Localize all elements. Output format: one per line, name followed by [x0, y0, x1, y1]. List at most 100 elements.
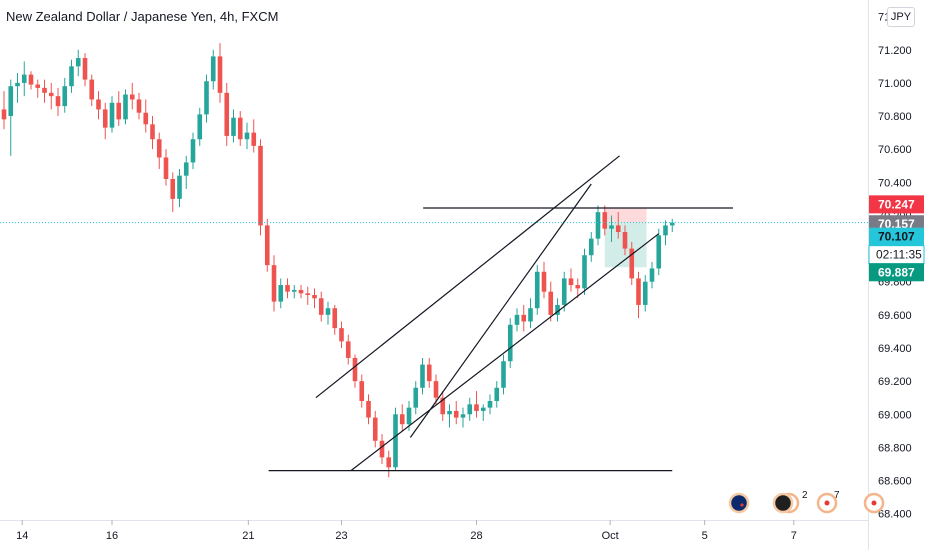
- candle[interactable]: [514, 308, 520, 332]
- candle[interactable]: [89, 74, 95, 107]
- candle[interactable]: [487, 394, 493, 415]
- candle[interactable]: [345, 334, 351, 365]
- candle[interactable]: [177, 169, 182, 208]
- candle[interactable]: [393, 407, 398, 471]
- candle[interactable]: [669, 218, 675, 233]
- candle[interactable]: [595, 205, 601, 246]
- candle[interactable]: [48, 82, 54, 110]
- candle[interactable]: [8, 79, 14, 156]
- candle[interactable]: [602, 205, 608, 236]
- candle[interactable]: [507, 318, 513, 368]
- candle[interactable]: [217, 43, 223, 103]
- candle[interactable]: [251, 119, 257, 153]
- candle[interactable]: [285, 278, 290, 299]
- candle[interactable]: [318, 291, 324, 322]
- channel-upper-line[interactable]: [315, 155, 620, 399]
- candle[interactable]: [82, 53, 88, 87]
- candle[interactable]: [325, 301, 331, 325]
- candle[interactable]: [244, 122, 250, 150]
- candle[interactable]: [359, 374, 365, 408]
- candle[interactable]: [426, 357, 432, 388]
- candle[interactable]: [170, 172, 176, 213]
- candle[interactable]: [305, 286, 311, 305]
- candle[interactable]: [453, 401, 459, 425]
- candle[interactable]: [312, 288, 317, 309]
- candle[interactable]: [413, 381, 419, 415]
- candle[interactable]: [663, 220, 668, 246]
- candle[interactable]: [291, 285, 297, 299]
- candle[interactable]: [1, 91, 7, 130]
- candle[interactable]: [561, 271, 567, 312]
- candle[interactable]: [224, 82, 230, 146]
- candle[interactable]: [366, 394, 371, 425]
- candle[interactable]: [69, 59, 74, 93]
- candle[interactable]: [21, 61, 27, 97]
- event-marker-nzd[interactable]: [728, 492, 750, 514]
- candle[interactable]: [615, 212, 621, 239]
- candle[interactable]: [298, 285, 304, 299]
- candle[interactable]: [474, 391, 479, 418]
- candle[interactable]: [372, 410, 378, 448]
- candle[interactable]: [271, 255, 277, 312]
- candle[interactable]: [609, 215, 614, 242]
- event-marker-group-1[interactable]: 2: [772, 490, 808, 514]
- candle[interactable]: [480, 404, 486, 421]
- candle[interactable]: [62, 77, 68, 113]
- candle[interactable]: [467, 397, 473, 421]
- candle[interactable]: [102, 102, 108, 140]
- candle[interactable]: [642, 275, 648, 312]
- candle[interactable]: [582, 248, 587, 295]
- candle[interactable]: [42, 79, 47, 103]
- candle[interactable]: [190, 132, 196, 170]
- steep-upper-line[interactable]: [409, 183, 592, 438]
- candle[interactable]: [575, 278, 581, 299]
- candle[interactable]: [521, 304, 527, 332]
- candle[interactable]: [197, 107, 203, 146]
- event-marker-group-2[interactable]: 7: [816, 490, 840, 514]
- candle[interactable]: [278, 278, 284, 309]
- candle[interactable]: [649, 261, 655, 289]
- candle[interactable]: [28, 71, 34, 90]
- candle[interactable]: [143, 99, 149, 133]
- candle[interactable]: [399, 404, 405, 431]
- candle[interactable]: [636, 271, 641, 319]
- candle[interactable]: [501, 354, 506, 395]
- candle[interactable]: [420, 357, 425, 395]
- candle[interactable]: [210, 49, 216, 90]
- candle[interactable]: [656, 228, 662, 276]
- candle[interactable]: [568, 268, 574, 292]
- candle[interactable]: [163, 149, 169, 186]
- candle[interactable]: [460, 407, 466, 428]
- candle[interactable]: [528, 298, 533, 329]
- candle[interactable]: [96, 91, 101, 120]
- candle[interactable]: [123, 89, 128, 125]
- candle[interactable]: [258, 139, 263, 236]
- candle[interactable]: [35, 79, 41, 98]
- candle[interactable]: [129, 82, 135, 110]
- candle[interactable]: [339, 321, 344, 348]
- candle[interactable]: [622, 225, 628, 256]
- channel-lower-line[interactable]: [350, 233, 660, 472]
- candle[interactable]: [75, 49, 81, 77]
- position-loss-zone[interactable]: [604, 207, 647, 223]
- candle[interactable]: [352, 354, 358, 388]
- candle[interactable]: [379, 434, 385, 464]
- candle[interactable]: [555, 298, 560, 322]
- candle[interactable]: [183, 155, 189, 189]
- candle[interactable]: [156, 132, 162, 170]
- candle[interactable]: [231, 109, 236, 143]
- candle[interactable]: [534, 265, 540, 315]
- candle[interactable]: [150, 116, 155, 150]
- candle[interactable]: [447, 404, 452, 428]
- candle[interactable]: [440, 391, 446, 421]
- candle[interactable]: [541, 261, 547, 299]
- candle[interactable]: [629, 241, 635, 286]
- candle[interactable]: [548, 281, 554, 322]
- candle[interactable]: [55, 87, 61, 117]
- candle[interactable]: [264, 218, 270, 272]
- candle[interactable]: [237, 111, 243, 146]
- candle[interactable]: [116, 91, 122, 126]
- event-marker-3[interactable]: [863, 492, 885, 514]
- candle[interactable]: [386, 450, 392, 478]
